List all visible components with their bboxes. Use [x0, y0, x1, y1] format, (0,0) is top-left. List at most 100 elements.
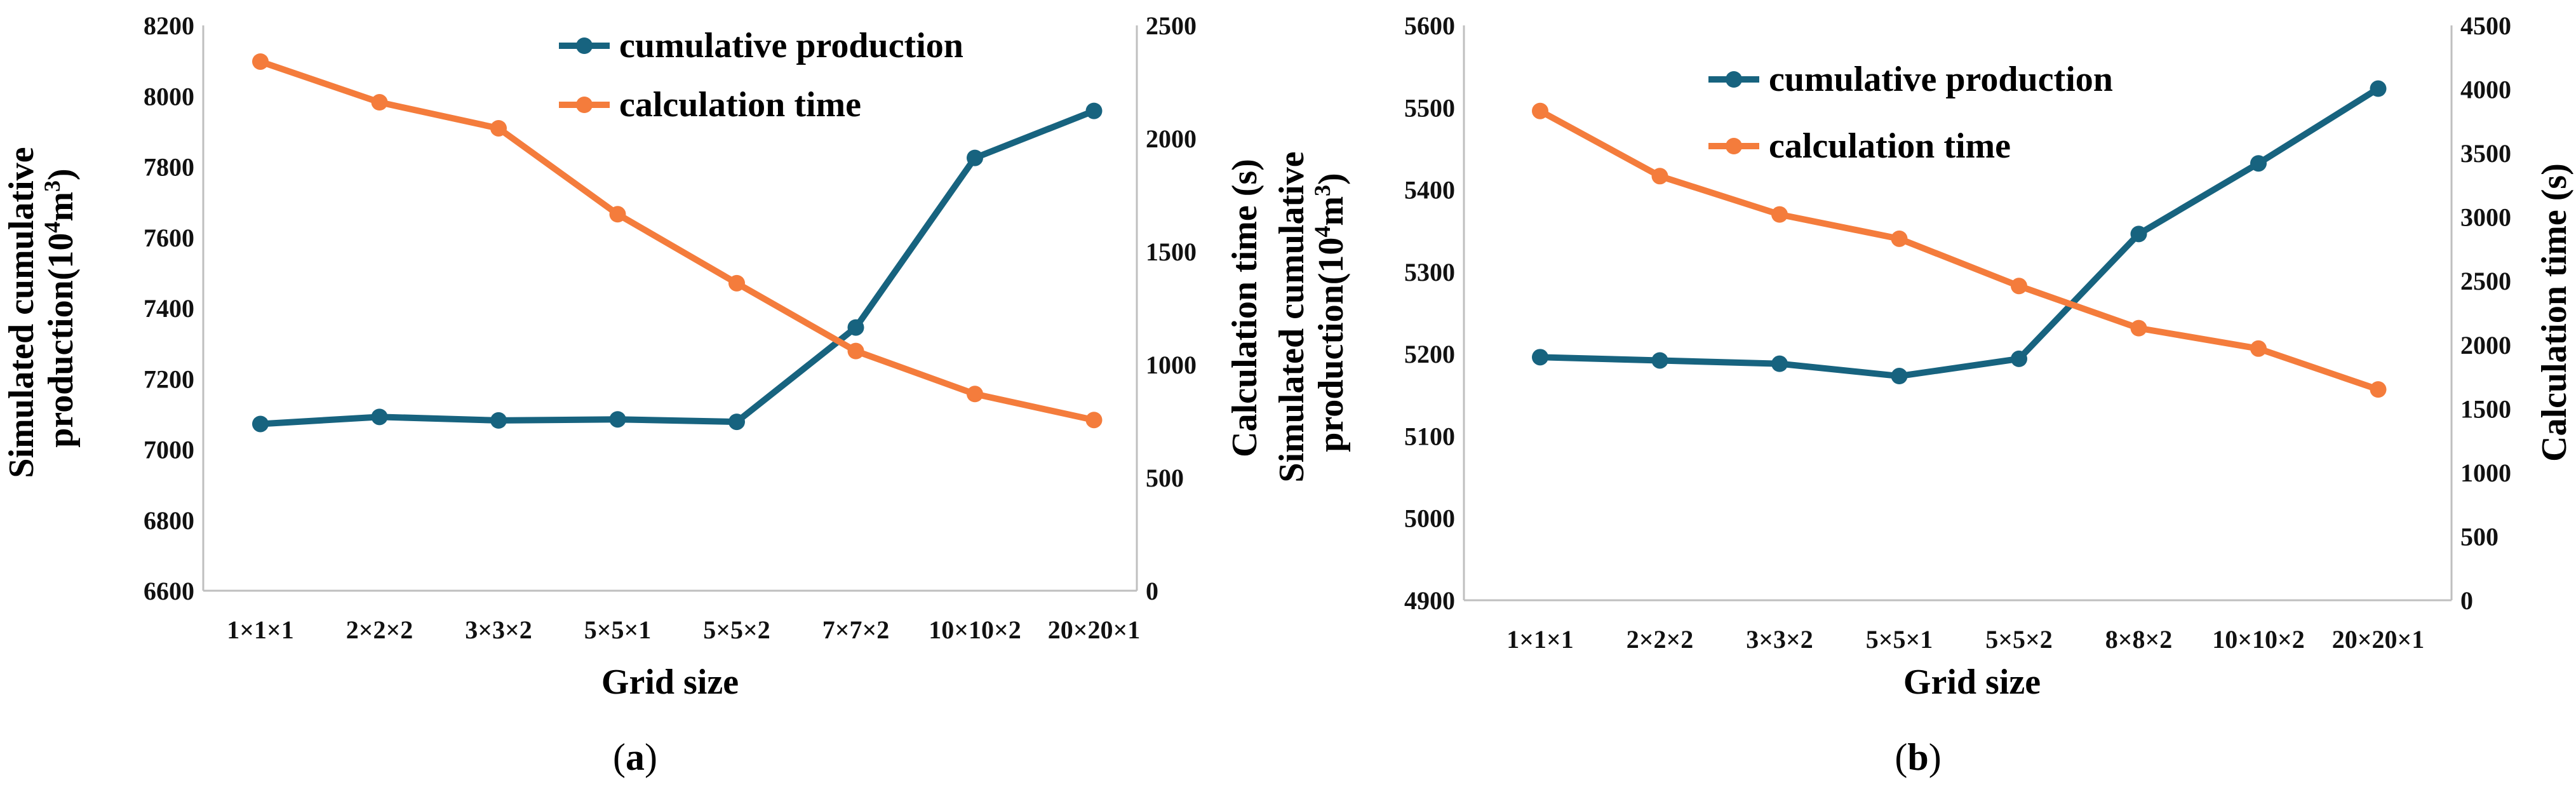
data-point-cumulative-production [1532, 349, 1548, 366]
data-point-cumulative-production [252, 415, 269, 433]
series-line-calculation-time [259, 58, 1095, 424]
right-y-tick-label: 2500 [2460, 267, 2511, 295]
right-y-tick-labels: 0 500 1000 1500 2000 2500 3000 3500 4000 4500 [2460, 11, 2511, 615]
x-tick-label: 5×5×2 [703, 615, 770, 644]
series-layer [252, 53, 1103, 433]
left-y-tick-label: 6800 [144, 506, 194, 535]
x-tick-label: 2×2×2 [346, 615, 413, 644]
x-axis-title: Grid size [601, 663, 739, 702]
left-y-tick-labels: 6600 6800 7000 7200 7400 7600 7800 8000 8200 [144, 11, 194, 605]
panel-label-b: (b) [1895, 736, 1941, 778]
x-tick-label: 10×10×2 [2212, 625, 2305, 654]
right-y-tick-label: 1000 [2460, 459, 2511, 487]
series-line-calculation-time [1538, 108, 2380, 393]
legend: cumulative production calculation time [1708, 60, 2113, 166]
x-axis-title: Grid size [1903, 663, 2041, 702]
right-y-tick-label: 1000 [1146, 351, 1197, 379]
data-point-cumulative-production [2250, 155, 2267, 172]
left-y-axis-title-line1: Simulated cumulative [1272, 151, 1311, 482]
data-point-calculation-time [1532, 102, 1548, 119]
right-y-tick-label: 4500 [2460, 11, 2511, 40]
right-y-tick-label: 500 [1146, 464, 1184, 492]
left-y-tick-label: 5600 [1404, 11, 1455, 40]
left-y-tick-label: 7600 [144, 224, 194, 252]
left-y-tick-label: 5200 [1404, 340, 1455, 368]
data-point-cumulative-production [371, 408, 388, 426]
left-y-tick-label: 8200 [144, 11, 194, 40]
legend-marker-calculation-time [576, 97, 593, 113]
data-point-cumulative-production [1891, 368, 1908, 385]
right-y-tick-label: 0 [2460, 586, 2473, 615]
legend: cumulative production calculation time [559, 26, 963, 124]
panel-label-a: (a) [613, 736, 657, 778]
data-point-cumulative-production [847, 319, 864, 336]
data-point-calculation-time [1085, 412, 1103, 429]
left-y-axis-title-line2: production(104m3) [1310, 173, 1351, 452]
data-point-calculation-time [1771, 206, 1788, 223]
left-y-tick-label: 7200 [144, 365, 194, 393]
data-point-calculation-time [490, 119, 507, 137]
data-point-cumulative-production [2370, 80, 2387, 97]
legend-marker-calculation-time [1726, 138, 1742, 154]
x-tick-label: 1×1×1 [227, 615, 294, 644]
right-y-tick-label: 4000 [2460, 76, 2511, 104]
right-y-axis-title: Calculation time (s) [2535, 163, 2574, 462]
data-point-calculation-time [1891, 230, 1908, 247]
right-y-tick-label: 2000 [2460, 331, 2511, 360]
left-y-tick-label: 5000 [1404, 504, 1455, 533]
x-tick-label: 7×7×2 [822, 615, 890, 644]
data-point-calculation-time [967, 386, 983, 403]
x-tick-label: 5×5×1 [584, 615, 652, 644]
data-point-calculation-time [2370, 381, 2387, 398]
data-point-calculation-time [1651, 168, 1668, 185]
data-point-cumulative-production [2011, 350, 2027, 367]
legend-label-calculation-time: calculation time [1769, 126, 2011, 166]
x-tick-label: 5×5×1 [1866, 625, 1933, 654]
data-point-calculation-time [728, 274, 745, 292]
left-y-tick-label: 5400 [1404, 176, 1455, 205]
left-y-tick-label: 7000 [144, 436, 194, 464]
x-tick-label: 2×2×2 [1627, 625, 1694, 654]
left-y-axis-title-line2: production(104m3) [39, 168, 81, 447]
data-point-calculation-time [2250, 340, 2267, 357]
right-y-tick-label: 1500 [2460, 394, 2511, 423]
right-y-tick-label: 2500 [1146, 11, 1197, 40]
right-y-tick-label: 0 [1146, 577, 1158, 605]
left-y-axis-title: Simulated cumulative production(104m3) [1272, 142, 1351, 482]
data-point-calculation-time [847, 342, 864, 360]
chart-panel-b: 4900 5000 5100 5200 5300 5400 5500 5600 0 500 100… [1272, 11, 2574, 778]
x-tick-label: 5×5×2 [1985, 625, 2053, 654]
right-y-tick-label: 500 [2460, 522, 2499, 551]
left-y-tick-label: 5500 [1404, 93, 1455, 122]
series-layer [1532, 80, 2387, 398]
panel-letter-a: a [626, 736, 645, 778]
left-y-tick-label: 5100 [1404, 422, 1455, 450]
data-point-cumulative-production [728, 414, 745, 431]
left-y-tick-label: 6600 [144, 577, 194, 605]
data-point-cumulative-production [1771, 355, 1788, 372]
right-y-tick-label: 1500 [1146, 238, 1197, 266]
left-y-axis-title: Simulated cumulative production(104m3) [2, 138, 81, 478]
left-y-tick-label: 5300 [1404, 258, 1455, 286]
legend-marker-cumulative-production [576, 37, 593, 54]
data-point-calculation-time [371, 94, 388, 111]
series-line-cumulative-production [1540, 86, 2380, 380]
data-point-cumulative-production [609, 411, 626, 428]
data-point-calculation-time [2011, 278, 2027, 295]
data-point-calculation-time [2130, 320, 2147, 337]
left-y-tick-label: 7800 [144, 153, 194, 182]
x-tick-label: 10×10×2 [929, 615, 1021, 644]
data-point-cumulative-production [2130, 225, 2147, 243]
x-tick-label: 20×20×1 [2332, 625, 2425, 654]
series-line-cumulative-production [260, 107, 1096, 427]
legend-label-calculation-time: calculation time [619, 85, 861, 124]
data-point-cumulative-production [967, 149, 983, 166]
data-point-calculation-time [609, 206, 626, 223]
right-y-axis-title: Calculation time (s) [1225, 159, 1265, 457]
right-y-tick-label: 3000 [2460, 203, 2511, 232]
chart-panel-a: 6600 6800 7000 7200 7400 7600 7800 8000 8200 0 50… [2, 11, 1265, 778]
legend-label-cumulative-production: cumulative production [1769, 60, 2113, 99]
panel-letter-b: b [1907, 736, 1928, 778]
left-y-tick-label: 4900 [1404, 586, 1455, 615]
